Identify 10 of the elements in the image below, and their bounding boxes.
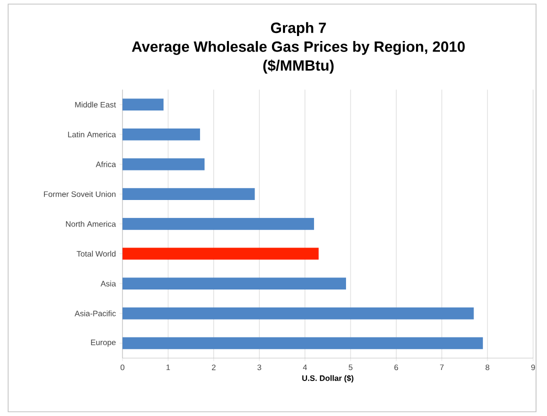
bar [122,307,474,320]
bar [122,188,255,200]
chart-title: Graph 7 Average Wholesale Gas Prices by Region, 2010 ($/MMBtu) [132,22,465,74]
bar [122,278,346,290]
bar [122,128,200,140]
bar [122,337,483,350]
bar [122,98,164,111]
bar [122,158,205,170]
bar [122,248,319,260]
bar [122,218,314,230]
